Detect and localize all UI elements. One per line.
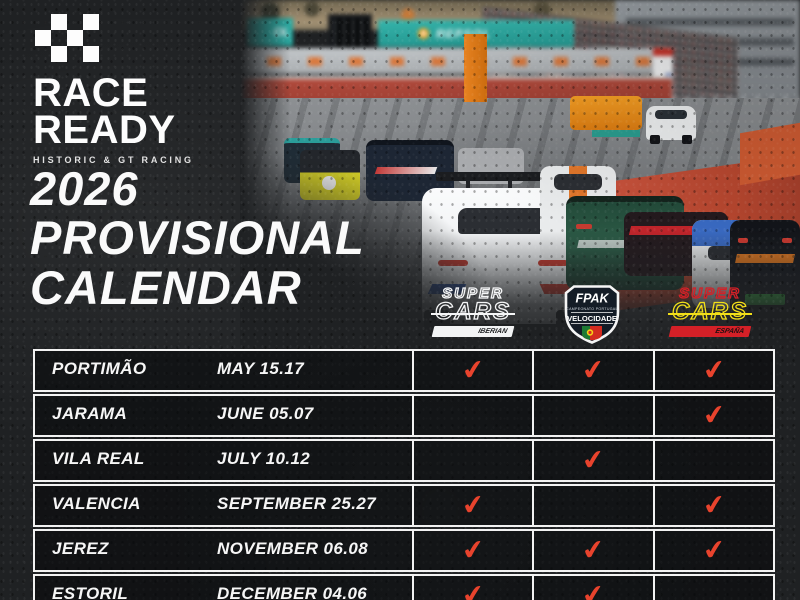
check-cell-espana	[655, 576, 773, 600]
venue-date: JUNE 05.07	[217, 404, 314, 423]
check-mark: ✔	[459, 353, 487, 387]
check-cell-fpak: ✔	[534, 531, 655, 570]
table-row: PORTIMÃO MAY 15.17 ✔ ✔ ✔	[33, 349, 775, 392]
supercars-iberian-top: SUPER	[442, 285, 504, 302]
fpak-shield	[564, 285, 620, 344]
brand-block: RACE READY HISTORIC & GT RACING	[33, 14, 194, 165]
supercars-espana-bottom: CARS	[668, 298, 752, 325]
venue-date: MAY 15.17	[217, 359, 305, 378]
supercars-espana-top: SUPER	[679, 285, 741, 302]
portugal-flag	[582, 326, 602, 341]
fpak-title: FPAK	[575, 292, 609, 306]
venue-date: NOVEMBER 06.08	[217, 539, 369, 558]
check-mark: ✔	[459, 533, 487, 567]
check-cell-fpak	[534, 396, 655, 435]
check-cell-fpak: ✔	[534, 441, 655, 480]
table-row: VALENCIA SEPTEMBER 25.27 ✔ ✔	[33, 484, 775, 527]
supercars-iberian-bottom-text: CARS	[434, 298, 511, 325]
supercars-espana-logo: SUPER CARS ESPAÑA	[668, 285, 752, 338]
title-line3: CALENDAR	[30, 260, 302, 314]
supercars-iberian-sub: IBERIAN	[431, 326, 515, 338]
venue-cell: JEREZ NOVEMBER 06.08	[35, 531, 414, 570]
logo-strike-line	[431, 312, 515, 316]
venue-cell: JARAMA JUNE 05.07	[35, 396, 414, 435]
table-row: JARAMA JUNE 05.07 ✔	[33, 394, 775, 437]
check-mark: ✔	[700, 488, 728, 522]
supercars-iberian-logo: SUPER CARS IBERIAN	[431, 285, 515, 338]
venue-date: DECEMBER 04.06	[217, 584, 368, 600]
check-mark: ✔	[580, 533, 607, 567]
venue-name: VILA REAL	[52, 449, 145, 468]
venue-cell: VALENCIA SEPTEMBER 25.27	[35, 486, 414, 525]
check-cell-iberian: ✔	[414, 351, 535, 390]
calendar-table: PORTIMÃO MAY 15.17 ✔ ✔ ✔ JARAMA JUNE 05.…	[33, 349, 775, 600]
check-mark: ✔	[459, 578, 487, 600]
venue-cell: VILA REAL JULY 10.12	[35, 441, 414, 480]
photo-fade-bottom	[240, 0, 800, 350]
fpak-velocidade-logo: FPAK CAMPEONATO PORTUGAL VELOCIDADE	[564, 285, 620, 344]
brand-name: RACE READY	[33, 71, 194, 153]
check-cell-espana: ✔	[655, 486, 773, 525]
venue-cell: PORTIMÃO MAY 15.17	[35, 351, 414, 390]
table-row: ESTORIL DECEMBER 04.06 ✔ ✔	[33, 574, 775, 600]
check-cell-iberian: ✔	[414, 486, 535, 525]
fpak-sub1: CAMPEONATO PORTUGAL	[566, 307, 618, 311]
supercars-espana-sub: ESPAÑA	[668, 326, 752, 338]
check-cell-iberian: ✔	[414, 531, 535, 570]
venue-date: JULY 10.12	[217, 449, 311, 468]
title-line2: PROVISIONAL	[30, 211, 365, 265]
supercars-espana-bottom-text: CARS	[671, 298, 748, 325]
check-mark: ✔	[580, 578, 607, 600]
check-cell-fpak	[534, 486, 655, 525]
check-mark: ✔	[580, 353, 607, 387]
check-cell-fpak: ✔	[534, 576, 655, 600]
check-cell-espana: ✔	[655, 531, 773, 570]
venue-name: JARAMA	[52, 404, 128, 423]
brand-name-line1: RACE	[33, 71, 149, 115]
brand-name-line2: READY	[33, 108, 176, 153]
check-cell-iberian	[414, 441, 535, 480]
fpak-sub2: VELOCIDADE	[567, 314, 617, 323]
check-mark: ✔	[580, 443, 607, 477]
table-row: VILA REAL JULY 10.12 ✔	[33, 439, 775, 482]
check-cell-iberian: ✔	[414, 576, 535, 600]
check-cell-fpak: ✔	[534, 351, 655, 390]
check-cell-espana: ✔	[655, 351, 773, 390]
logo-strike-line	[668, 312, 752, 316]
check-mark: ✔	[700, 398, 728, 432]
title-line1: 2026	[30, 162, 139, 215]
check-cell-espana	[655, 441, 773, 480]
table-row: JEREZ NOVEMBER 06.08 ✔ ✔ ✔	[33, 529, 775, 572]
venue-name: PORTIMÃO	[52, 359, 147, 378]
supercars-iberian-bottom: CARS	[431, 298, 515, 325]
check-cell-espana: ✔	[655, 396, 773, 435]
race-start-photo: OL REPSOL MOTUL	[240, 0, 800, 350]
venue-name: JEREZ	[52, 539, 109, 558]
check-mark: ✔	[700, 353, 728, 387]
venue-cell: ESTORIL DECEMBER 04.06	[35, 576, 414, 600]
venue-date: SEPTEMBER 25.27	[217, 494, 377, 513]
check-cell-iberian	[414, 396, 535, 435]
checkered-flag-icon	[35, 14, 99, 62]
check-mark: ✔	[459, 488, 487, 522]
venue-name: VALENCIA	[52, 494, 141, 513]
venue-name: ESTORIL	[52, 584, 129, 600]
check-mark: ✔	[700, 533, 728, 567]
page-title: 2026 PROVISIONAL CALENDAR	[30, 164, 365, 312]
brand-tagline: HISTORIC & GT RACING	[33, 155, 194, 166]
